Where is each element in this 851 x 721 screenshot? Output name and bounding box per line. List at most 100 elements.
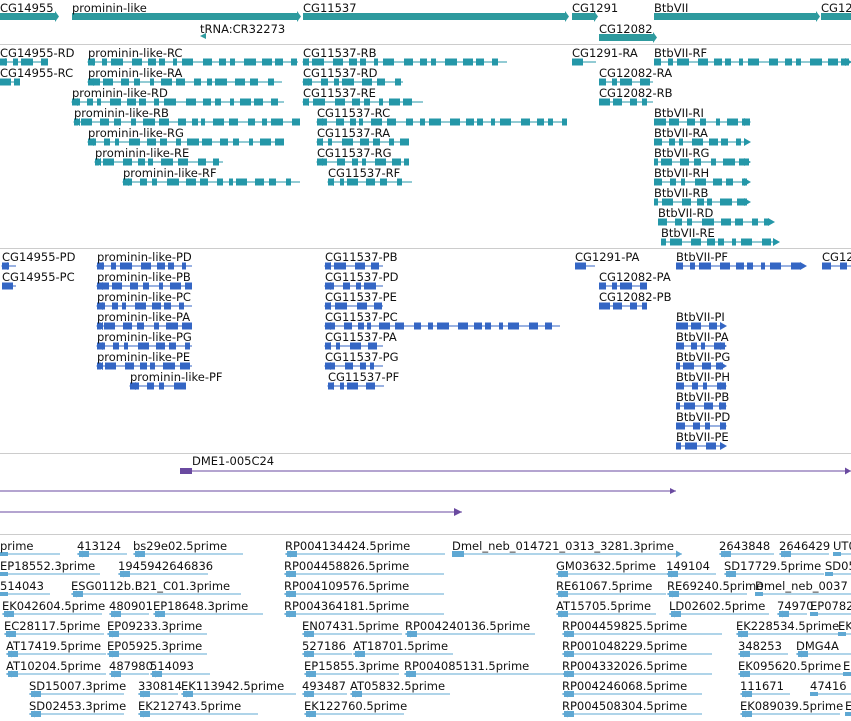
feature-label-cg11537-pf[interactable]: CG11537-PF: [328, 370, 400, 384]
feature-glyph-prime[interactable]: [0, 552, 60, 556]
feature-label-cg11537-rf[interactable]: CG11537-RF: [328, 166, 401, 180]
feature-label-cg11537-rd[interactable]: CG11537-RD: [303, 66, 378, 80]
feature-glyph-btbvii-ph[interactable]: [676, 382, 727, 390]
feature-label-ek228534-5prime[interactable]: EK228534.5prime: [736, 619, 840, 633]
feature-glyph-prominin-like-rf[interactable]: [122, 178, 300, 186]
feature-label-dme1-005c24[interactable]: DME1-005C24: [192, 454, 275, 468]
feature-label-btbvii-pb[interactable]: BtbVII-PB: [676, 390, 730, 404]
feature-label-prominin-like-pf[interactable]: prominin-like-PF: [130, 370, 223, 384]
feature-glyph-at18701-5prime[interactable]: [353, 650, 453, 658]
feature-label-rp004085131-5prime[interactable]: RP004085131.5prime: [404, 659, 530, 673]
feature-glyph-dmel-neb-014721-0313-3281-3prime[interactable]: [452, 550, 682, 558]
feature-glyph-rp004364181-5prime[interactable]: [284, 610, 444, 618]
feature-glyph-prominin-like-pc[interactable]: [96, 302, 192, 310]
feature-label-rp004458826-5prime[interactable]: RP004458826.5prime: [284, 559, 410, 573]
feature-label-ek095620-5prime[interactable]: EK095620.5prime: [738, 659, 842, 673]
feature-label-at17419-5prime[interactable]: AT17419.5prime: [6, 639, 102, 653]
feature-glyph-74970[interactable]: [777, 610, 807, 618]
feature-label-cg12[interactable]: CG12: [822, 250, 851, 264]
feature-label-514043[interactable]: 514043: [0, 579, 44, 593]
feature-label-cg12082-pa[interactable]: CG12082-PA: [599, 270, 671, 284]
feature-label-ek[interactable]: EK: [845, 699, 851, 713]
feature-glyph-btbvii-pe[interactable]: [676, 442, 727, 450]
feature-glyph-esg0112b-b21-c01-3prime[interactable]: [71, 590, 241, 598]
feature-glyph-btbvii-pb[interactable]: [676, 402, 727, 410]
feature-glyph-btbvii-pg[interactable]: [676, 362, 727, 370]
feature-label-btbvii-rf[interactable]: BtbVII-RF: [654, 46, 708, 60]
feature-label-cg11537[interactable]: CG11537: [303, 1, 357, 15]
feature-glyph-at05832-5prime[interactable]: [350, 690, 450, 698]
feature-label-cg11537-pe[interactable]: CG11537-PE: [325, 290, 397, 304]
feature-label-at05832-5prime[interactable]: AT05832.5prime: [350, 679, 446, 693]
feature-glyph-493487[interactable]: [302, 690, 347, 698]
feature-glyph-prominin-like-rc[interactable]: [87, 58, 298, 66]
feature-label-47416[interactable]: 47416: [810, 679, 847, 693]
feature-glyph-rp004332026-5prime[interactable]: [562, 670, 712, 678]
feature-glyph-1945942646836[interactable]: [118, 570, 208, 578]
feature-glyph-cg12082-rb[interactable]: [599, 98, 653, 106]
feature-label-btbvii-pe[interactable]: BtbVII-PE: [676, 430, 729, 444]
feature-glyph-ek122760-5prime[interactable]: [304, 710, 404, 718]
feature-glyph-413124[interactable]: [77, 550, 127, 558]
feature-label-btbvii-pd[interactable]: BtbVII-PD: [676, 410, 731, 424]
feature-label-487980[interactable]: 487980: [109, 659, 153, 673]
feature-label-prominin-like-rf[interactable]: prominin-like-RF: [123, 166, 217, 180]
feature-glyph-ek[interactable]: [838, 632, 851, 636]
feature-glyph-rp004246068-5prime[interactable]: [562, 690, 702, 698]
feature-label-rp004134424-5prime[interactable]: RP004134424.5prime: [285, 539, 411, 553]
feature-glyph-cg1291[interactable]: [572, 11, 598, 22]
feature-label-cg11537-rc[interactable]: CG11537-RC: [317, 106, 391, 120]
feature-label-re61067-5prime[interactable]: RE61067.5prime: [556, 579, 653, 593]
feature-label-cg12082[interactable]: CG12082: [599, 22, 653, 36]
feature-glyph-ep18552-3prime[interactable]: [0, 572, 100, 576]
feature-glyph-re61067-5prime[interactable]: [556, 590, 666, 598]
feature-label-cg12082-rb[interactable]: CG12082-RB: [599, 86, 673, 100]
feature-label-prime[interactable]: prime: [0, 539, 34, 553]
feature-label-dmel-neb-014721-0313-3281-3prime[interactable]: Dmel_neb_014721_0313_3281.3prime: [452, 539, 674, 553]
feature-glyph-sd15007-3prime[interactable]: [29, 690, 124, 698]
feature-label-at15705-5prime[interactable]: AT15705.5prime: [556, 599, 652, 613]
feature-label-btbvii[interactable]: BtbVII: [654, 1, 689, 15]
feature-glyph-ek[interactable]: [843, 672, 851, 676]
feature-glyph-rp004085131-5prime[interactable]: [404, 670, 564, 678]
feature-label-cg14955-rc[interactable]: CG14955-RC: [0, 66, 74, 80]
feature-glyph-rp004458826-5prime[interactable]: [284, 570, 444, 578]
feature-label-btbvii-ra[interactable]: BtbVII-RA: [654, 126, 708, 140]
feature-label-1945942646836[interactable]: 1945942646836: [118, 559, 214, 573]
feature-label-prominin-like-pc[interactable]: prominin-like-PC: [97, 290, 191, 304]
feature-label-rp004364181-5prime[interactable]: RP004364181.5prime: [284, 599, 410, 613]
feature-label-ek113942-5prime[interactable]: EK113942.5prime: [181, 679, 285, 693]
feature-label-bs29e02-5prime[interactable]: bs29e02.5prime: [133, 539, 228, 553]
feature-label-cg11537-pd[interactable]: CG11537-PD: [325, 270, 399, 284]
feature-glyph-rp001048229-5prime[interactable]: [562, 650, 712, 658]
feature-label-cg14955[interactable]: CG14955: [0, 1, 54, 15]
feature-glyph-btbvii-pi[interactable]: [676, 322, 727, 330]
feature-glyph-prominin-like-ra[interactable]: [87, 78, 282, 86]
feature-label-2646429[interactable]: 2646429: [779, 539, 831, 553]
feature-glyph-btbvii-ri[interactable]: [654, 118, 751, 126]
feature-label-348253[interactable]: 348253: [738, 639, 782, 653]
feature-label-ld02602-5prime[interactable]: LD02602.5prime: [669, 599, 766, 613]
feature-glyph-cg12082-pa[interactable]: [599, 282, 647, 290]
feature-label-rp004459825-5prime[interactable]: RP004459825.5prime: [562, 619, 688, 633]
feature-label-prominin-like-pd[interactable]: prominin-like-PD: [97, 250, 192, 264]
feature-glyph-ek[interactable]: [845, 712, 851, 716]
feature-label-sd17729-5prime[interactable]: SD17729.5prime: [724, 559, 822, 573]
feature-glyph-btbvii[interactable]: [654, 11, 820, 22]
feature-label-btbvii-ri[interactable]: BtbVII-RI: [654, 106, 704, 120]
feature-glyph-btbvii-pf[interactable]: [676, 262, 807, 270]
feature-label-ep0782[interactable]: EP0782: [810, 599, 851, 613]
feature-label-rp004508304-5prime[interactable]: RP004508304.5prime: [562, 699, 688, 713]
feature-glyph-at10204-5prime[interactable]: [6, 670, 106, 678]
feature-label-111671[interactable]: 111671: [740, 679, 784, 693]
feature-label-rp004240136-5prime[interactable]: RP004240136.5prime: [405, 619, 531, 633]
feature-glyph-cg14955[interactable]: [0, 11, 59, 22]
feature-glyph-cg11537-rd[interactable]: [302, 78, 403, 86]
feature-label-ep09233-3prime[interactable]: EP09233.3prime: [107, 619, 203, 633]
feature-label-dmel-neb-0037[interactable]: Dmel_neb_0037: [755, 579, 848, 593]
feature-label-prominin-like[interactable]: prominin-like: [72, 1, 147, 15]
feature-label-gm03632-5prime[interactable]: GM03632.5prime: [556, 559, 656, 573]
feature-glyph-cg11537-pe[interactable]: [324, 302, 383, 310]
feature-glyph-cg1291-ra[interactable]: [572, 58, 596, 66]
feature-label-rp004332026-5prime[interactable]: RP004332026.5prime: [562, 659, 688, 673]
